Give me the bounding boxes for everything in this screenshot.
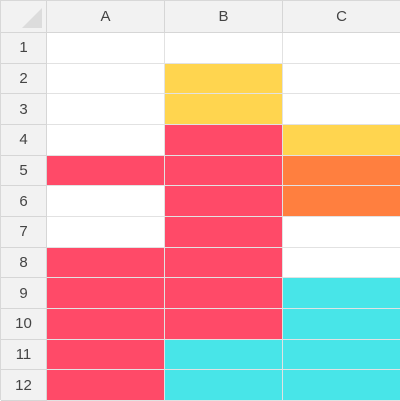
row-header-10[interactable]: 10 (1, 308, 47, 340)
column-header-b[interactable]: B (165, 1, 283, 33)
row-header-2[interactable]: 2 (1, 63, 47, 95)
cell-b9[interactable] (165, 278, 283, 309)
cell-b10[interactable] (165, 308, 283, 340)
cell-c6[interactable] (283, 186, 400, 217)
cell-c12[interactable] (283, 370, 400, 401)
column-header-c[interactable]: C (283, 1, 400, 33)
row-header-12[interactable]: 12 (1, 370, 47, 401)
column-header-a[interactable]: A (47, 1, 165, 33)
row-header-1[interactable]: 1 (1, 33, 47, 64)
cell-a1[interactable] (47, 33, 165, 64)
cell-c3[interactable] (283, 94, 400, 125)
cell-c11[interactable] (283, 339, 400, 371)
select-all-corner[interactable] (1, 1, 47, 33)
cell-a9[interactable] (47, 278, 165, 309)
cell-b7[interactable] (165, 216, 283, 248)
row-header-8[interactable]: 8 (1, 247, 47, 279)
cell-a2[interactable] (47, 63, 165, 95)
row-header-6[interactable]: 6 (1, 186, 47, 217)
cell-b1[interactable] (165, 33, 283, 64)
select-all-triangle-icon (22, 8, 42, 28)
row-header-11[interactable]: 11 (1, 339, 47, 371)
cell-a5[interactable] (47, 155, 165, 187)
cell-b4[interactable] (165, 124, 283, 156)
cell-b12[interactable] (165, 370, 283, 401)
row-header-7[interactable]: 7 (1, 216, 47, 248)
cell-a4[interactable] (47, 124, 165, 156)
cell-b3[interactable] (165, 94, 283, 125)
cell-b2[interactable] (165, 63, 283, 95)
cell-c2[interactable] (283, 63, 400, 95)
cell-c9[interactable] (283, 278, 400, 309)
cell-c1[interactable] (283, 33, 400, 64)
cell-a7[interactable] (47, 216, 165, 248)
cell-c10[interactable] (283, 308, 400, 340)
cell-a8[interactable] (47, 247, 165, 279)
row-header-9[interactable]: 9 (1, 278, 47, 309)
cell-b11[interactable] (165, 339, 283, 371)
cell-c4[interactable] (283, 124, 400, 156)
cell-a10[interactable] (47, 308, 165, 340)
cell-b6[interactable] (165, 186, 283, 217)
cell-c5[interactable] (283, 155, 400, 187)
cell-a6[interactable] (47, 186, 165, 217)
cell-c7[interactable] (283, 216, 400, 248)
cell-c8[interactable] (283, 247, 400, 279)
cell-a11[interactable] (47, 339, 165, 371)
row-header-5[interactable]: 5 (1, 155, 47, 187)
cell-b5[interactable] (165, 155, 283, 187)
row-header-4[interactable]: 4 (1, 124, 47, 156)
row-header-3[interactable]: 3 (1, 94, 47, 125)
cell-a12[interactable] (47, 370, 165, 401)
cell-b8[interactable] (165, 247, 283, 279)
cell-a3[interactable] (47, 94, 165, 125)
